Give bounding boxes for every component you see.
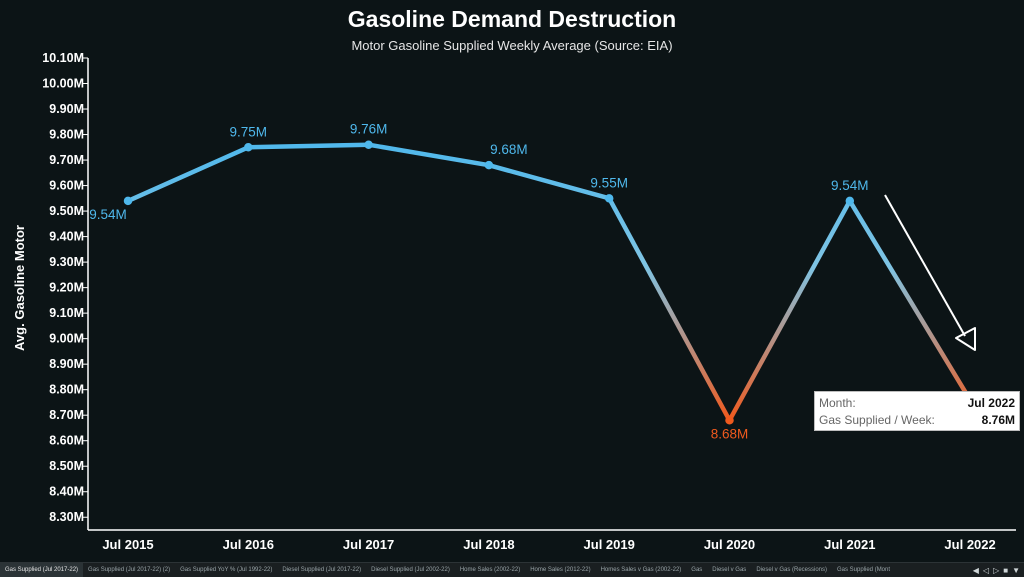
- downward-arrow-annotation: [884, 194, 976, 351]
- data-point[interactable]: [845, 196, 855, 206]
- sheet-tab[interactable]: Home Sales (2012-22): [530, 567, 591, 573]
- tooltip-supplied-label: Gas Supplied / Week:: [819, 413, 935, 427]
- tooltip-month-value: Jul 2022: [967, 396, 1015, 410]
- sheet-tab[interactable]: Diesel v Gas: [712, 567, 747, 573]
- data-label: 9.55M: [590, 175, 628, 190]
- data-point[interactable]: [244, 143, 253, 152]
- x-tick-label: Jul 2021: [824, 537, 875, 552]
- data-label: 9.54M: [831, 178, 869, 193]
- sheet-tab[interactable]: Diesel Supplied (Jul 2017-22): [282, 567, 362, 573]
- data-point[interactable]: [123, 196, 133, 206]
- x-tick-label: Jul 2017: [343, 537, 394, 552]
- y-tick-label: 8.50M: [49, 459, 84, 473]
- data-label: 8.68M: [711, 426, 749, 441]
- data-point[interactable]: [604, 194, 614, 203]
- data-point[interactable]: [725, 416, 734, 425]
- data-label: 9.75M: [230, 124, 268, 139]
- y-tick-label: 9.20M: [49, 281, 84, 295]
- prev-sheet-icon[interactable]: ◁: [982, 565, 990, 575]
- sheet-tab[interactable]: Diesel Supplied (Jul 2002-22): [371, 567, 450, 573]
- data-label: 9.54M: [89, 207, 127, 222]
- tooltip-supplied-value: 8.76M: [981, 413, 1015, 427]
- line-chart: Avg. Gasoline Motor 8.30M 8.40M 8.50M 8.60M…: [12, 51, 1016, 552]
- y-tick-label: 9.60M: [49, 179, 84, 193]
- data-point[interactable]: [364, 140, 373, 149]
- next-sheet-icon[interactable]: ▷: [993, 565, 1000, 575]
- y-tick-label: 8.60M: [49, 434, 84, 448]
- sheet-tab[interactable]: Home Sales (2002-22): [459, 567, 521, 573]
- data-label: 9.76M: [350, 122, 388, 137]
- y-tick-label: 9.90M: [49, 102, 84, 116]
- x-tick-label: Jul 2016: [223, 537, 274, 552]
- y-tick-label: 9.40M: [49, 230, 84, 244]
- data-label: 9.68M: [490, 142, 528, 157]
- sheet-tab[interactable]: Gas Supplied (Jul 2017-22): [0, 563, 84, 577]
- sheet-tab[interactable]: Diesel v Gas (Recessions): [756, 567, 827, 573]
- series-line: [125, 142, 973, 423]
- y-tick-label: 8.70M: [49, 408, 84, 422]
- y-tick-label: 9.10M: [49, 306, 84, 320]
- chart-subtitle: Motor Gasoline Supplied Weekly Average (…: [351, 38, 673, 53]
- x-tick-label: Jul 2019: [584, 537, 635, 552]
- data-point[interactable]: [484, 160, 494, 170]
- y-tick-label: 8.80M: [49, 383, 84, 397]
- y-tick-label: 10.10M: [42, 51, 84, 65]
- x-tick-label: Jul 2015: [102, 537, 153, 552]
- x-tick-label: Jul 2022: [944, 537, 995, 552]
- y-tick-label: 10.00M: [42, 77, 84, 91]
- tooltip-month-label: Month:: [819, 396, 856, 410]
- x-tick-label: Jul 2018: [463, 537, 514, 552]
- y-tick-label: 9.80M: [49, 128, 84, 142]
- sheet-tab[interactable]: Gas: [691, 567, 703, 573]
- y-tick-label: 8.90M: [49, 357, 84, 371]
- sheet-tab[interactable]: Gas Supplied YoY % (Jul 1992-22): [180, 567, 273, 573]
- sheet-tab[interactable]: Homes Sales v Gas (2002-22): [600, 567, 682, 573]
- y-tick-label: 9.30M: [49, 255, 84, 269]
- sheet-tab[interactable]: Gas Supplied (Mont: [837, 567, 891, 573]
- y-tick-label: 9.00M: [49, 332, 84, 346]
- menu-icon[interactable]: ▼: [1012, 565, 1020, 575]
- chart-title: Gasoline Demand Destruction: [347, 6, 677, 32]
- y-axis-label: Avg. Gasoline Motor: [12, 225, 27, 351]
- y-tick-label: 9.50M: [49, 204, 84, 218]
- tooltip: Month: Jul 2022 Gas Supplied / Week: 8.7…: [814, 391, 1020, 431]
- y-tick-label: 8.30M: [49, 510, 84, 524]
- sheet-tab-bar: Gas Supplied (Jul 2017-22) Gas Supplied (…: [0, 562, 1024, 577]
- first-sheet-icon[interactable]: ◀: [972, 565, 979, 575]
- y-tick-label: 9.70M: [49, 153, 84, 167]
- y-tick-label: 8.40M: [49, 485, 84, 499]
- sheet-tab[interactable]: Gas Supplied (Jul 2017-22) (2): [88, 567, 171, 573]
- grid-view-icon[interactable]: ■: [1003, 565, 1009, 575]
- x-tick-label: Jul 2020: [704, 537, 755, 552]
